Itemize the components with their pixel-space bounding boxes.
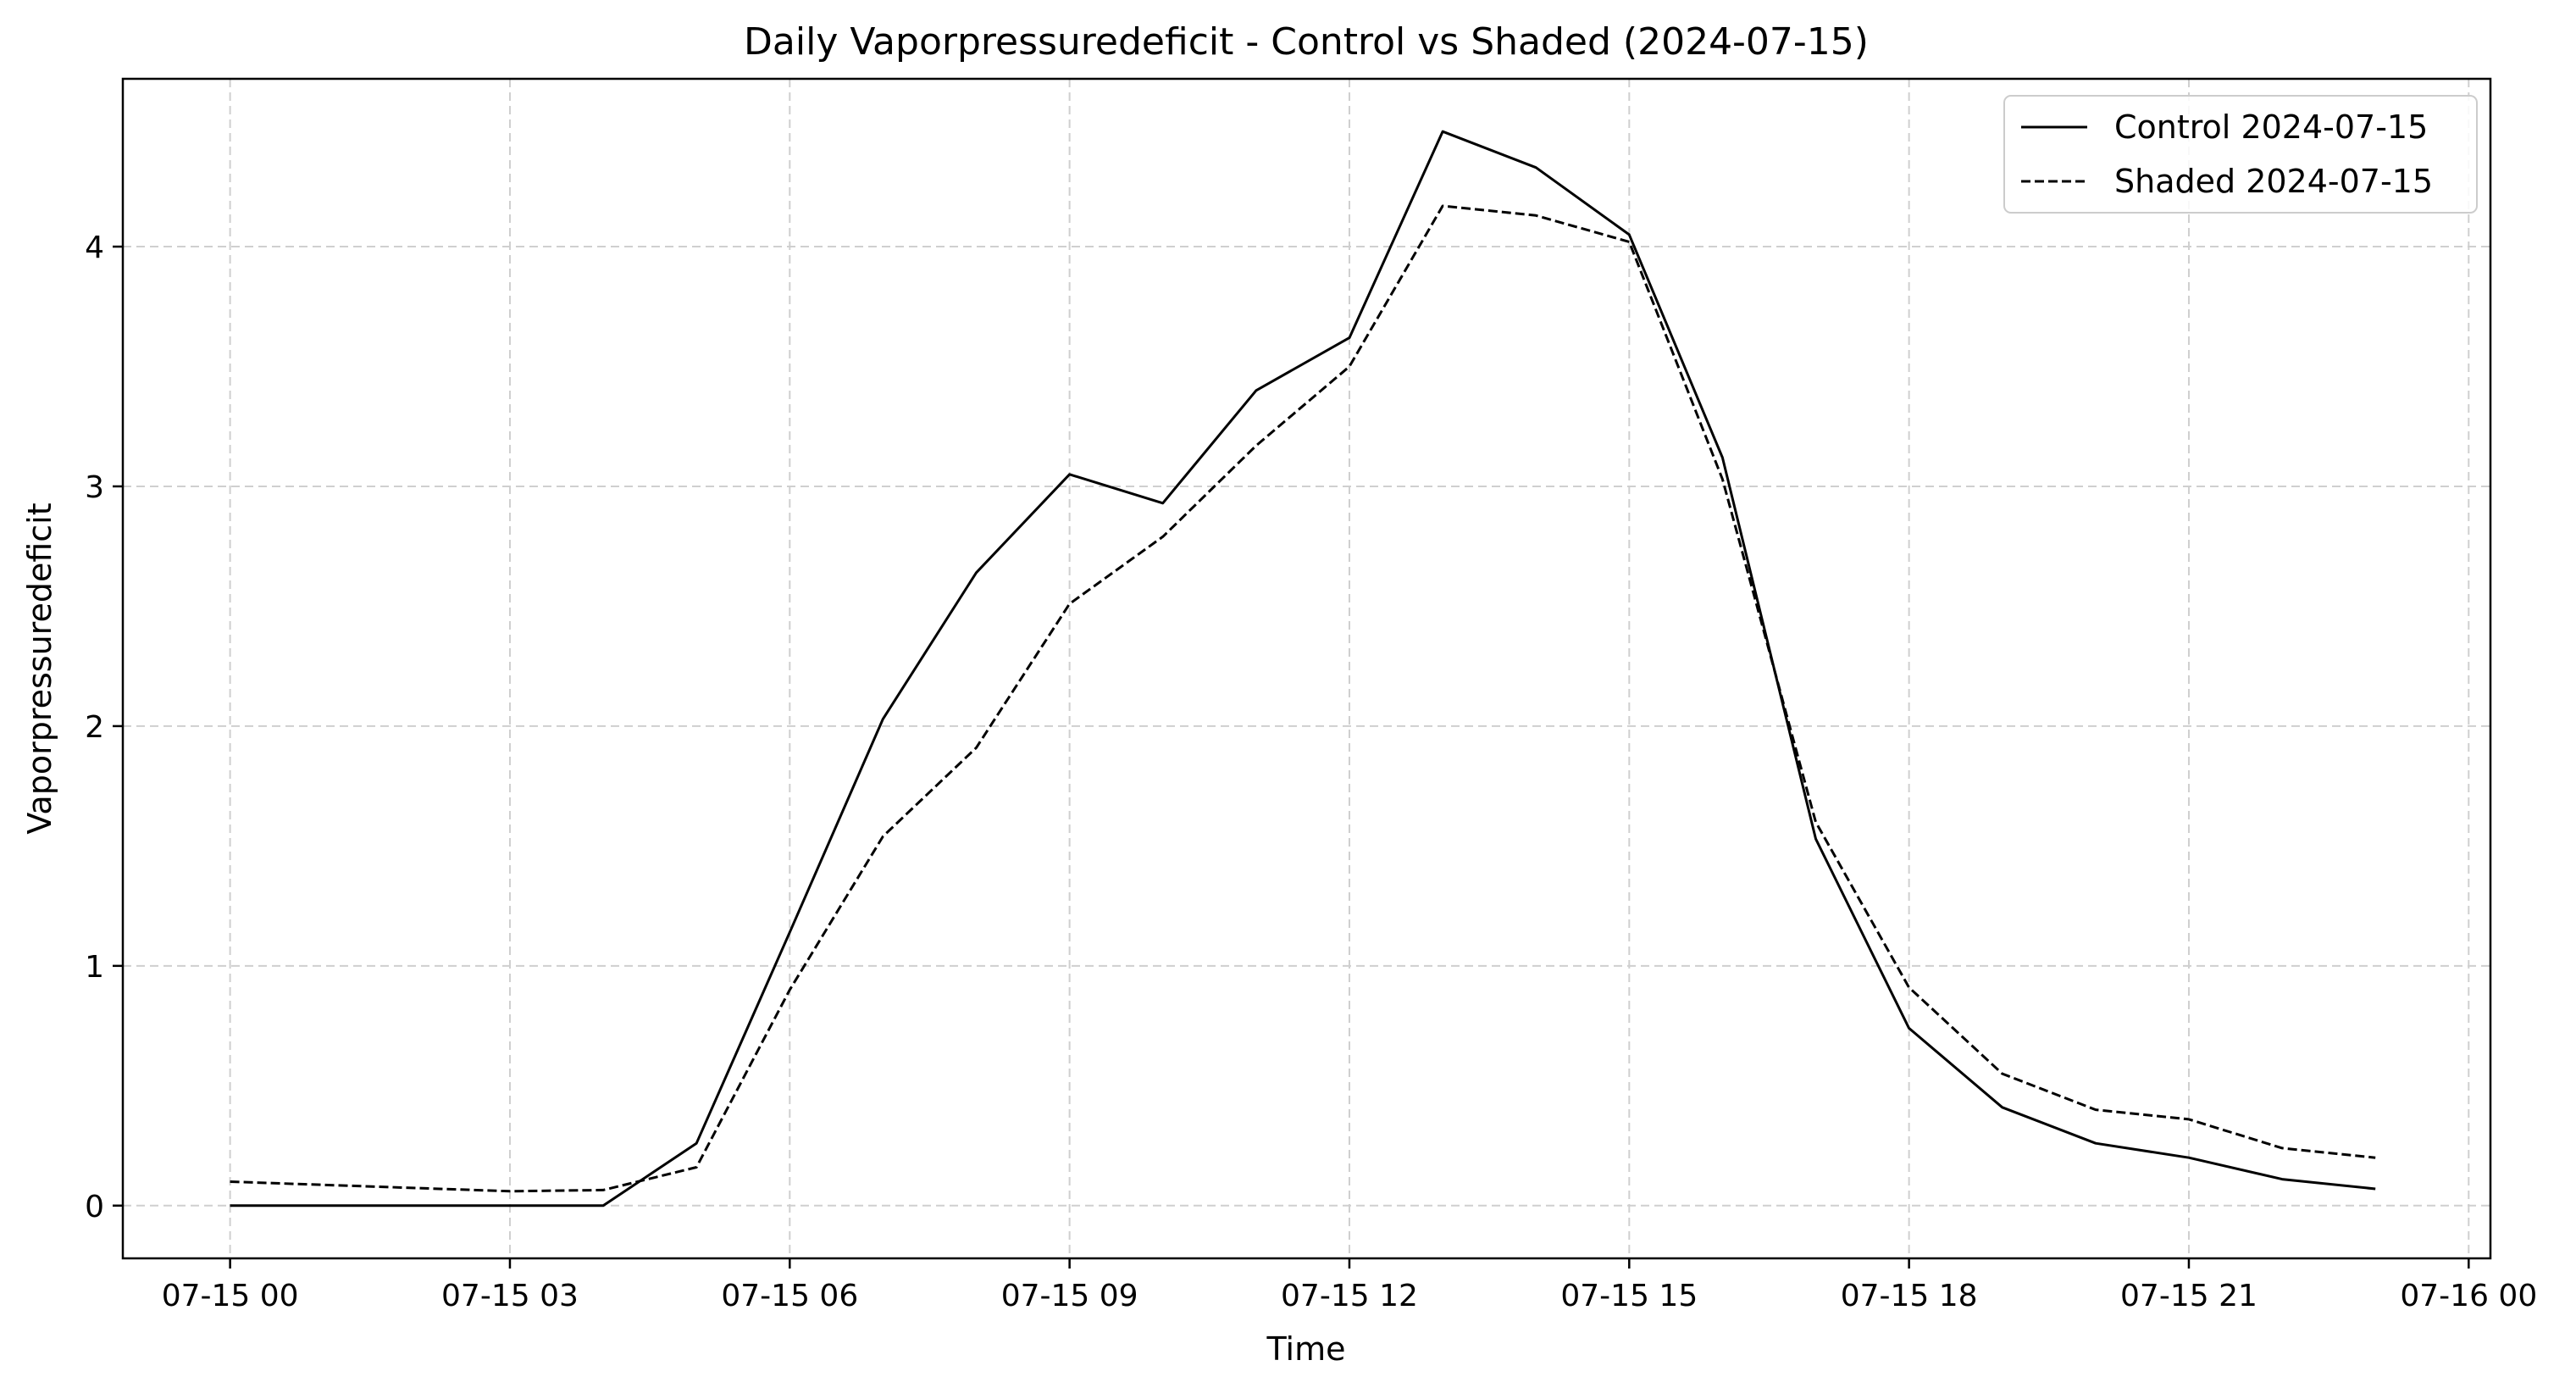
x-axis-ticks: 07-15 00 07-15 03 07-15 06 07-15 09 07-15 12…	[162, 1258, 2537, 1313]
x-tick-label: 07-15 15	[1560, 1279, 1698, 1313]
legend: Control 2024-07-15 Shaded 2024-07-15	[2003, 95, 2478, 214]
chart-title: Daily Vaporpressuredeficit - Control vs …	[744, 20, 1869, 64]
y-tick-label: 1	[85, 950, 104, 985]
series-line-shaded	[230, 204, 2376, 1193]
series-line-control	[230, 130, 2376, 1208]
legend-label: Shaded 2024-07-15	[2114, 163, 2433, 200]
y-tick-label: 0	[85, 1190, 104, 1224]
y-axis-ticks: 0 1 2 3 4	[85, 230, 123, 1224]
legend-label: Control 2024-07-15	[2114, 108, 2428, 146]
series-lines	[230, 130, 2376, 1208]
x-tick-label: 07-15 00	[162, 1279, 299, 1313]
x-tick-label: 07-16 00	[2400, 1279, 2537, 1313]
x-tick-label: 07-15 06	[721, 1279, 858, 1313]
x-axis-label: Time	[1266, 1330, 1346, 1368]
x-tick-label: 07-15 03	[441, 1279, 579, 1313]
y-tick-label: 3	[85, 470, 104, 505]
x-tick-label: 07-15 09	[1001, 1279, 1138, 1313]
legend-box	[2003, 95, 2478, 214]
x-tick-label: 07-15 21	[2120, 1279, 2257, 1313]
y-axis-label: Vaporpressuredeficit	[21, 502, 58, 834]
x-tick-label: 07-15 18	[1841, 1279, 1978, 1313]
x-tick-label: 07-15 12	[1281, 1279, 1418, 1313]
y-tick-label: 2	[85, 710, 104, 745]
y-tick-label: 4	[85, 230, 104, 265]
plot-area-frame	[121, 77, 2492, 1260]
grid	[123, 79, 2490, 1258]
